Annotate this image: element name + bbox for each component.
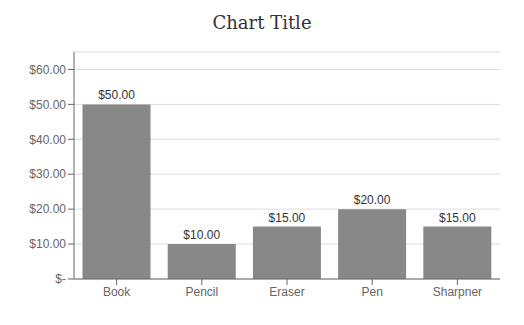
svg-text:$15.00: $15.00	[439, 211, 476, 225]
svg-text:Pen: Pen	[362, 285, 383, 299]
svg-text:$20.00: $20.00	[354, 193, 391, 207]
svg-text:$10.00: $10.00	[183, 228, 220, 242]
svg-text:Pencil: Pencil	[185, 285, 218, 299]
svg-text:$60.00: $60.00	[29, 63, 66, 77]
svg-text:$50.00: $50.00	[98, 88, 135, 102]
svg-text:Sharpner: Sharpner	[433, 285, 482, 299]
svg-text:$50.00: $50.00	[29, 98, 66, 112]
svg-text:$15.00: $15.00	[269, 211, 306, 225]
svg-text:$10.00: $10.00	[29, 237, 66, 251]
svg-text:$40.00: $40.00	[29, 133, 66, 147]
svg-text:$-: $-	[55, 272, 66, 286]
svg-text:$30.00: $30.00	[29, 167, 66, 181]
html-text:Chart Title: Chart Title	[212, 12, 312, 33]
svg-text:$20.00: $20.00	[29, 202, 66, 216]
svg-text:Eraser: Eraser	[269, 285, 304, 299]
svg-text:Book: Book	[103, 285, 131, 299]
